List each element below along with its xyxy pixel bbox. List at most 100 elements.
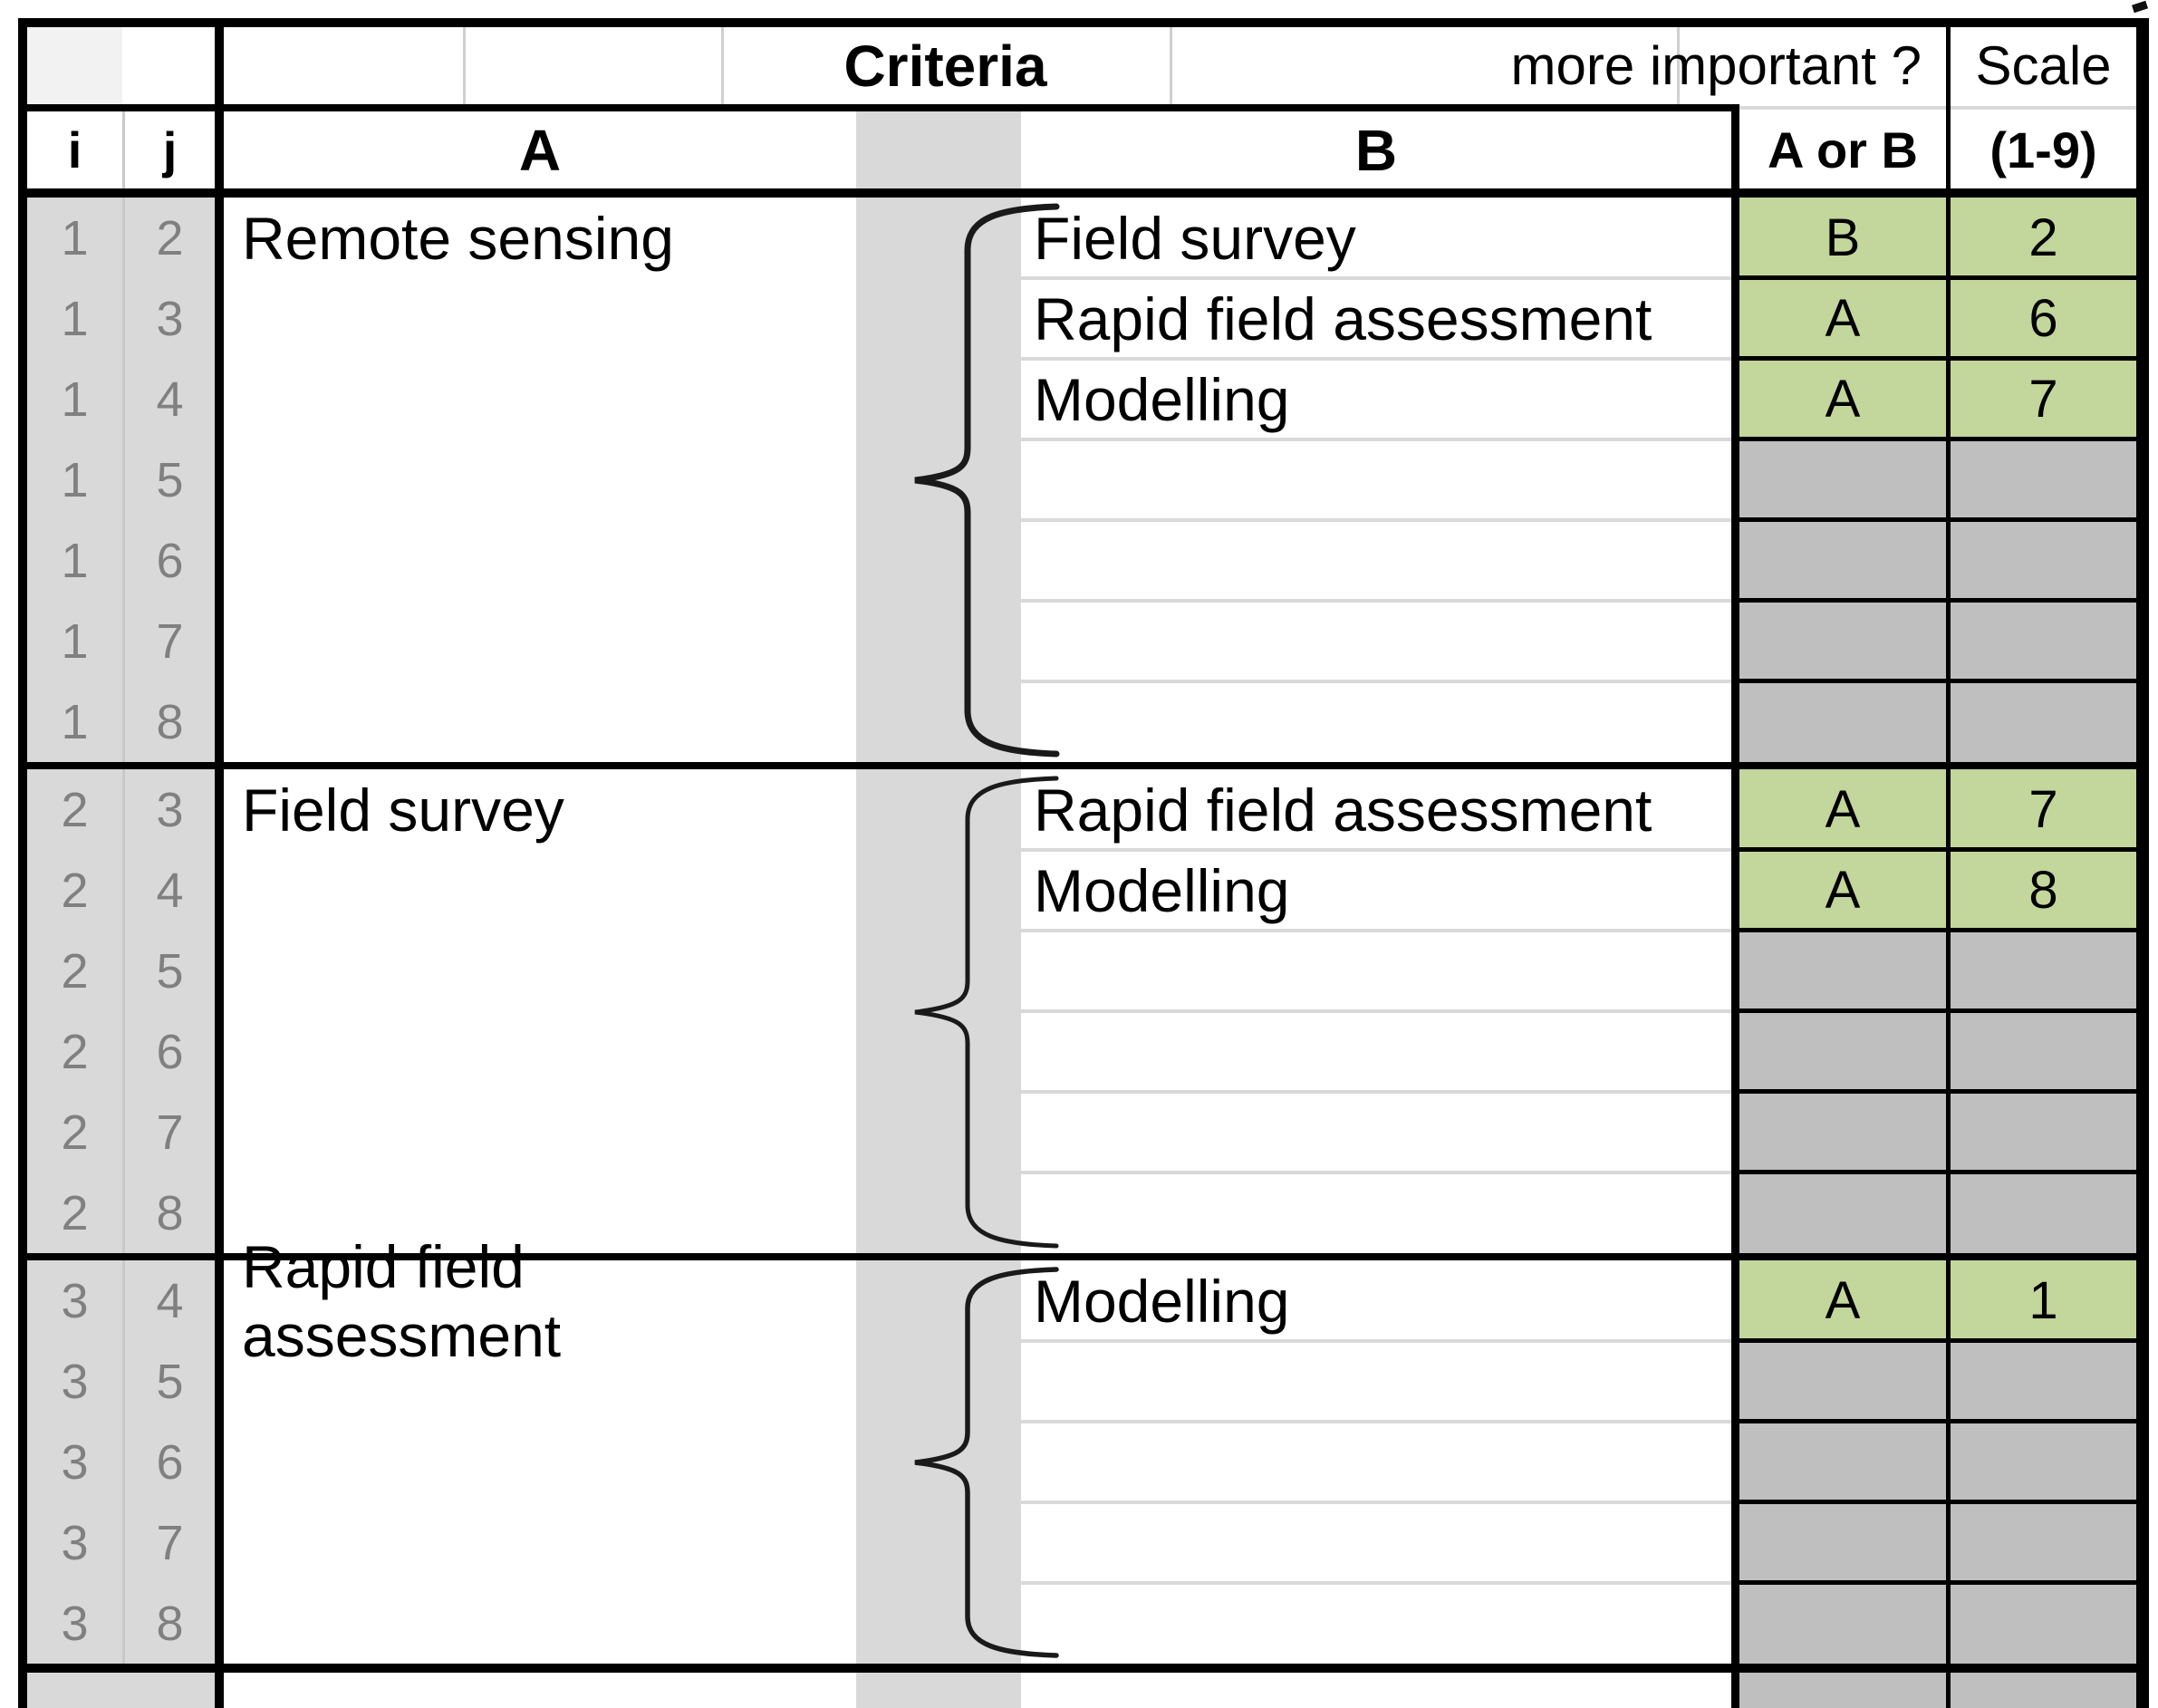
scale-cell[interactable]: 1 bbox=[1951, 1260, 2136, 1341]
scale-header: Scale bbox=[1975, 35, 2112, 96]
a-criterion-label[interactable]: Remote sensing bbox=[242, 204, 674, 272]
choice-cell[interactable]: A bbox=[1739, 1260, 1946, 1341]
b-criterion-label[interactable] bbox=[1034, 520, 1722, 601]
b-criterion-label[interactable] bbox=[1034, 1502, 1722, 1583]
header-row1-light-border bbox=[1739, 106, 2136, 110]
scale-cell[interactable] bbox=[1951, 520, 2136, 601]
scale-cell[interactable] bbox=[1951, 1502, 2136, 1583]
b-row-divider bbox=[1021, 1420, 1731, 1423]
choice-cell[interactable]: B bbox=[1739, 198, 1946, 278]
group2-border bbox=[27, 1253, 2140, 1260]
scale-cell[interactable] bbox=[1951, 601, 2136, 681]
choice-cell[interactable]: A bbox=[1739, 769, 1946, 850]
a-criterion-label[interactable]: Rapid field assessment bbox=[242, 1232, 562, 1369]
b-criterion-label[interactable] bbox=[1034, 1011, 1722, 1092]
b-criterion-label[interactable] bbox=[1034, 439, 1722, 520]
b-criterion-label[interactable]: Modelling bbox=[1034, 365, 1290, 433]
index-j: 6 bbox=[156, 1024, 184, 1079]
cell-border bbox=[1731, 517, 2149, 522]
choice-cell[interactable] bbox=[1739, 1583, 1946, 1664]
choice-cell[interactable] bbox=[1739, 520, 1946, 601]
scale-cell[interactable]: 7 bbox=[1951, 359, 2136, 439]
b-row-divider bbox=[1021, 438, 1731, 441]
index-i: 3 bbox=[61, 1596, 89, 1651]
b-criterion-label[interactable] bbox=[1034, 1092, 1722, 1172]
separator-column-band bbox=[856, 198, 1021, 1664]
separator-header-fill bbox=[856, 111, 1021, 188]
cell-border bbox=[1731, 1170, 2149, 1174]
b-criterion-label[interactable] bbox=[1034, 1172, 1722, 1253]
scale-cell[interactable] bbox=[1951, 1422, 2136, 1502]
a-criterion-label[interactable]: Field survey bbox=[242, 776, 564, 844]
b-criterion-label[interactable] bbox=[1034, 681, 1722, 762]
group3-brace bbox=[914, 1267, 1059, 1658]
index-j: 6 bbox=[156, 1434, 184, 1490]
b-criterion-label[interactable] bbox=[1034, 1583, 1722, 1664]
b-criterion-label[interactable]: Rapid field assessment bbox=[1034, 285, 1652, 352]
partial-row-choice bbox=[1739, 1673, 1946, 1708]
scale-cell[interactable] bbox=[1951, 681, 2136, 762]
criteria-header: Criteria bbox=[843, 33, 1047, 99]
scale-cell[interactable]: 2 bbox=[1951, 198, 2136, 278]
index-j: 2 bbox=[156, 210, 184, 265]
scale-cell[interactable] bbox=[1951, 1583, 2136, 1664]
choice-cell[interactable] bbox=[1739, 931, 1946, 1011]
choice-cell[interactable] bbox=[1739, 1502, 1946, 1583]
grid-line bbox=[1170, 27, 1172, 104]
choice-cell[interactable] bbox=[1739, 1422, 1946, 1502]
b-criterion-label[interactable] bbox=[1034, 931, 1722, 1011]
index-j: 6 bbox=[156, 533, 184, 588]
scale-cell[interactable] bbox=[1951, 1092, 2136, 1172]
choice-cell[interactable]: A bbox=[1739, 278, 1946, 359]
scale-cell[interactable] bbox=[1951, 1172, 2136, 1253]
b-row-divider bbox=[1021, 929, 1731, 932]
choice-cell[interactable] bbox=[1739, 601, 1946, 681]
b-criterion-label[interactable]: Field survey bbox=[1034, 204, 1356, 272]
choice-cell[interactable]: A bbox=[1739, 359, 1946, 439]
scale-cell[interactable]: 6 bbox=[1951, 278, 2136, 359]
corner-tick-mark bbox=[2132, 0, 2148, 14]
choice-scale-border bbox=[1946, 27, 1951, 1708]
scale-cell[interactable] bbox=[1951, 439, 2136, 520]
choice-cell[interactable] bbox=[1739, 1011, 1946, 1092]
b-choice-border bbox=[1731, 108, 1739, 1708]
scale-cell[interactable]: 8 bbox=[1951, 850, 2136, 931]
scale-cell[interactable] bbox=[1951, 1011, 2136, 1092]
table-border-top bbox=[18, 18, 2149, 27]
index-i: 2 bbox=[61, 782, 89, 837]
scale-cell[interactable]: 7 bbox=[1951, 769, 2136, 850]
choice-cell[interactable] bbox=[1739, 681, 1946, 762]
b-row-divider bbox=[1021, 276, 1731, 280]
index-j: 7 bbox=[156, 1105, 184, 1160]
index-i: 3 bbox=[61, 1273, 89, 1328]
index-j: 8 bbox=[156, 1596, 184, 1651]
i-j-divider bbox=[122, 111, 125, 1664]
partial-row-scale bbox=[1951, 1673, 2136, 1708]
index-a-border bbox=[215, 27, 224, 1708]
index-j: 7 bbox=[156, 1515, 184, 1570]
index-j: 5 bbox=[156, 1354, 184, 1409]
b-criterion-label[interactable]: Modelling bbox=[1034, 1267, 1290, 1335]
header-row1-border bbox=[18, 104, 1739, 111]
cell-border bbox=[1731, 679, 2149, 683]
b-criterion-label[interactable]: Modelling bbox=[1034, 856, 1290, 924]
choice-cell[interactable]: A bbox=[1739, 850, 1946, 931]
index-i: 1 bbox=[61, 533, 89, 588]
index-j: 4 bbox=[156, 1273, 184, 1328]
choice-cell[interactable] bbox=[1739, 1172, 1946, 1253]
b-criterion-label[interactable] bbox=[1034, 1422, 1722, 1502]
b-criterion-label[interactable] bbox=[1034, 601, 1722, 681]
index-i: 2 bbox=[61, 863, 89, 918]
choice-cell[interactable] bbox=[1739, 1092, 1946, 1172]
choice-cell[interactable] bbox=[1739, 439, 1946, 520]
index-i: 2 bbox=[61, 1024, 89, 1079]
b-criterion-label[interactable]: Rapid field assessment bbox=[1034, 776, 1652, 844]
b-criterion-label[interactable] bbox=[1034, 1341, 1722, 1422]
index-i: 1 bbox=[61, 372, 89, 427]
choice-cell[interactable] bbox=[1739, 1341, 1946, 1422]
scale-cell[interactable] bbox=[1951, 1341, 2136, 1422]
scale-cell[interactable] bbox=[1951, 931, 2136, 1011]
b-row-divider bbox=[1021, 848, 1731, 852]
partial-row-index bbox=[27, 1673, 215, 1708]
